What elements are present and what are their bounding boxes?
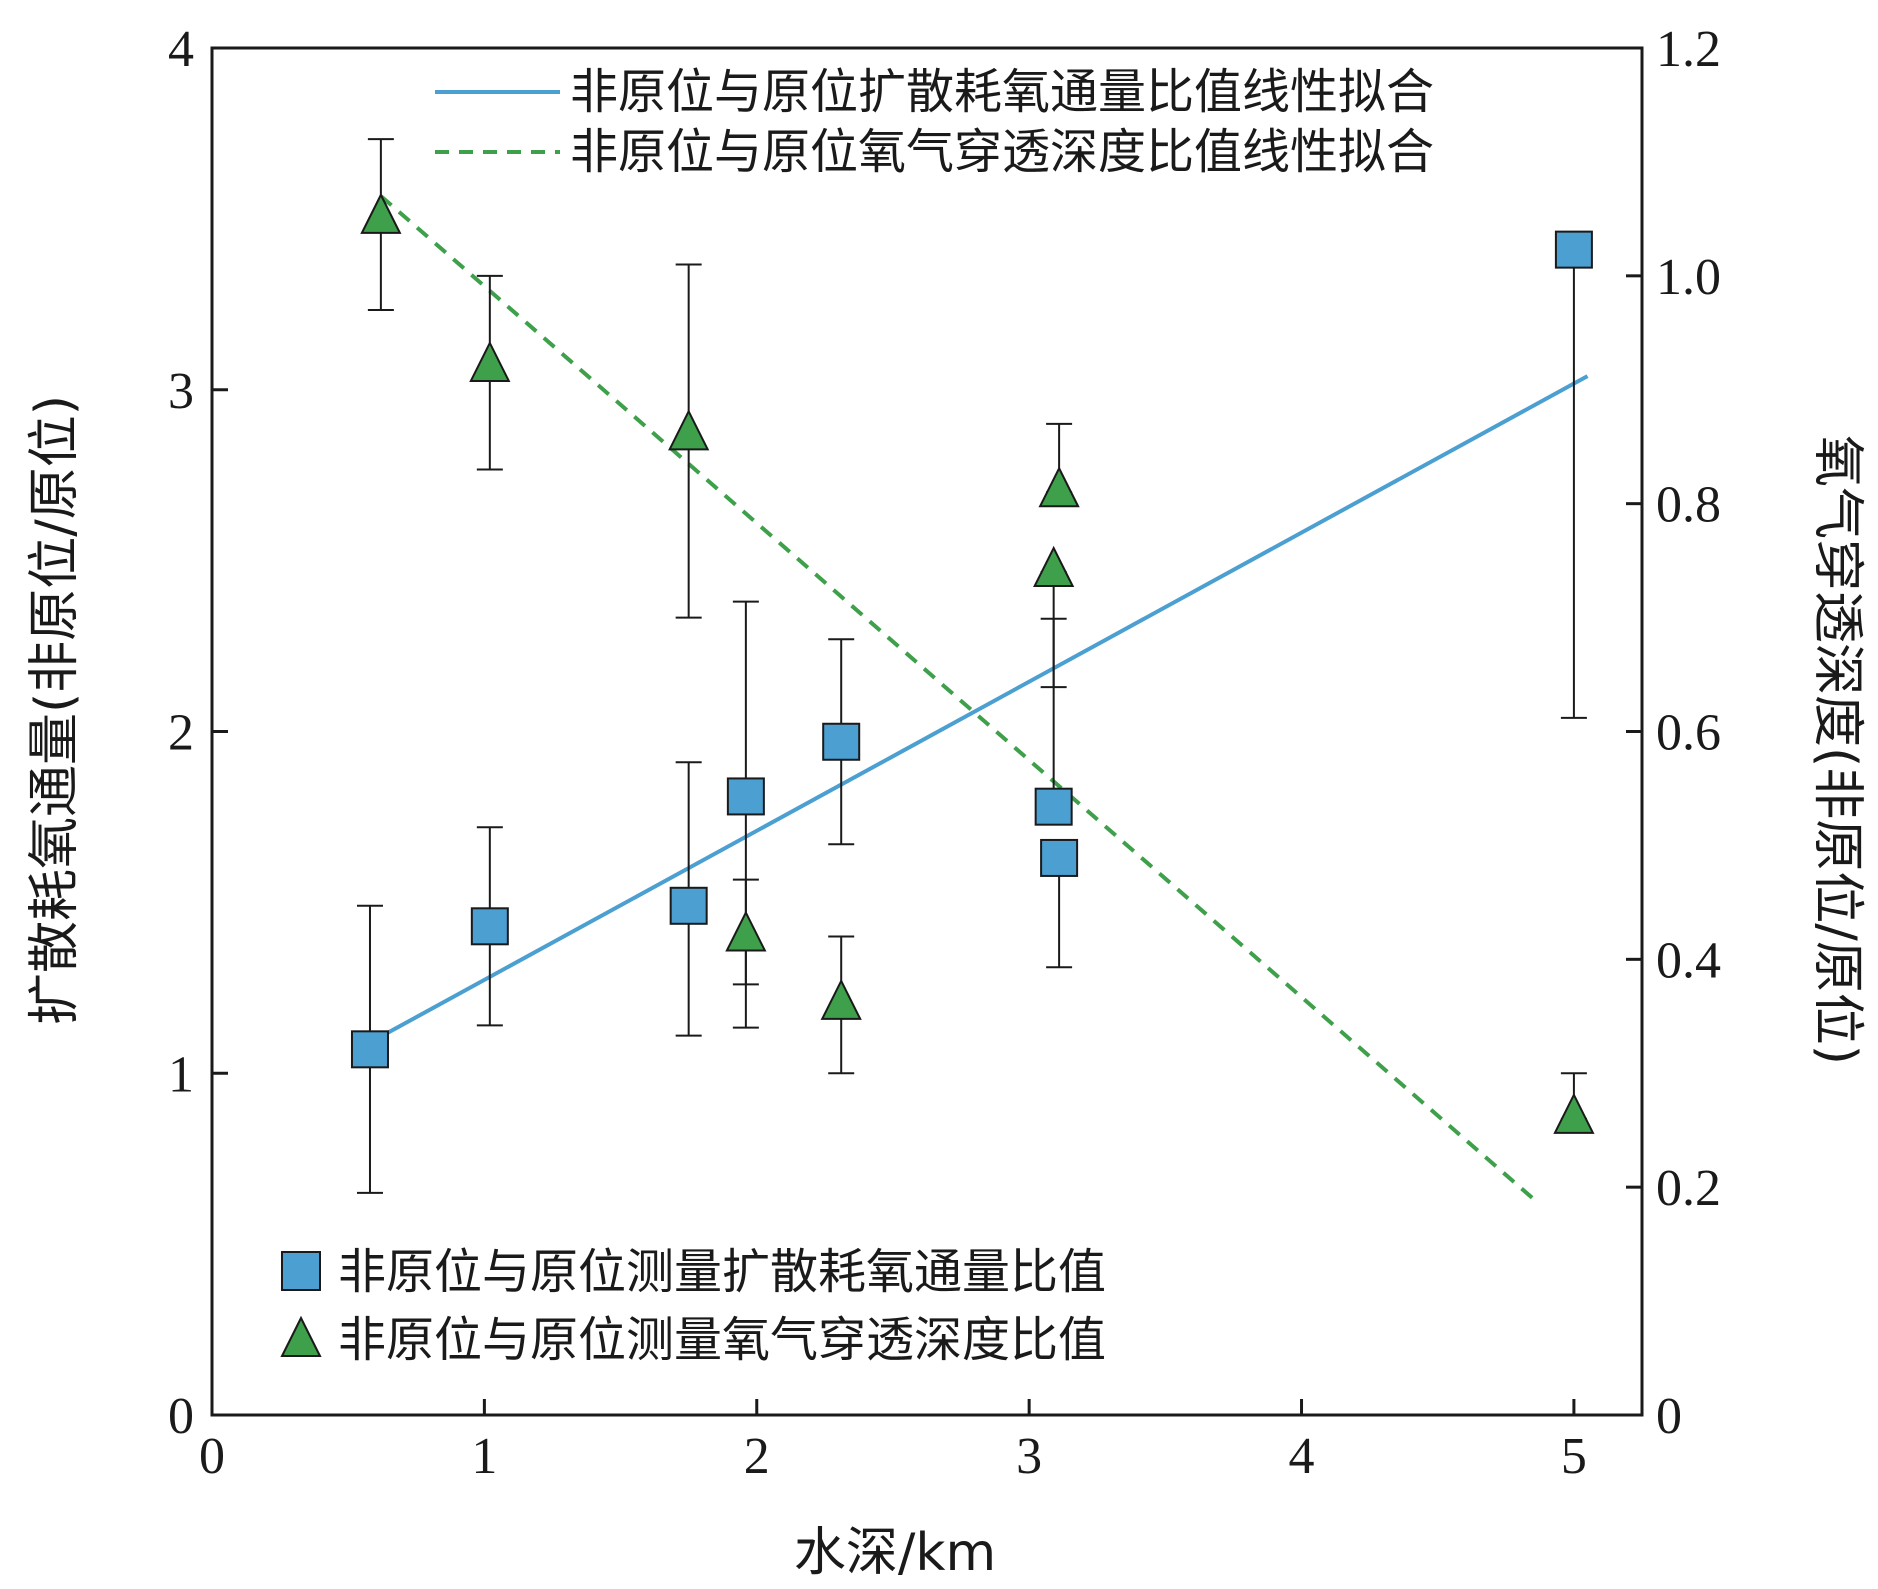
- legend-triangle-marker: [280, 1315, 322, 1357]
- y-axis-right-title: 氧气穿透深度(非原位/原位): [1807, 435, 1867, 1065]
- y-left-tick-label: 1: [168, 1046, 194, 1103]
- y-right-tick-label: 0.8: [1656, 477, 1721, 534]
- fit-lines: [369, 194, 1589, 1201]
- y-right-tick-label: 0.6: [1656, 705, 1721, 762]
- y-axis-right: 0 0.2 0.4 0.6 0.8 1.0 1.2: [1626, 21, 1721, 1445]
- plot-frame: [210, 46, 1644, 1417]
- triangle-marker: [668, 409, 710, 451]
- y-left-tick-label: 4: [168, 21, 194, 78]
- x-tick-label: 4: [1289, 1428, 1315, 1485]
- legend-square-marker: [281, 1251, 321, 1291]
- data-markers: [350, 192, 1595, 1134]
- y-left-tick-label: 3: [168, 363, 194, 420]
- legend-fit-dashed-label: 非原位与原位氧气穿透深度比值线性拟合: [570, 124, 1434, 180]
- triangle-marker: [1033, 545, 1075, 588]
- x-tick-label: 3: [1016, 1428, 1042, 1485]
- plot-border: [210, 46, 1644, 1417]
- y-right-tick-label: 0.2: [1656, 1160, 1721, 1217]
- triangle-marker: [820, 978, 862, 1020]
- triangle-marker: [360, 192, 402, 234]
- x-axis-title: 水深/km: [794, 1523, 996, 1583]
- fit-line-solid: [369, 374, 1589, 1045]
- square-marker: [1040, 838, 1079, 877]
- x-tick-label: 2: [744, 1428, 770, 1485]
- triangle-marker: [1553, 1092, 1595, 1134]
- legend-fit-solid-label: 非原位与原位扩散耗氧通量比值线性拟合: [570, 64, 1434, 120]
- y-left-tick-label: 2: [168, 705, 194, 762]
- square-marker: [1034, 787, 1073, 826]
- square-marker: [726, 777, 765, 816]
- y-right-tick-label: 1.0: [1656, 249, 1721, 306]
- triangle-marker: [725, 910, 767, 952]
- y-axis-left-title: 扩散耗氧通量(非原位/原位): [25, 395, 85, 1025]
- square-marker: [669, 886, 708, 925]
- triangle-marker: [469, 340, 511, 382]
- square-marker: [470, 907, 509, 946]
- square-marker: [822, 722, 861, 761]
- legend-square-label: 非原位与原位测量扩散耗氧通量比值: [338, 1244, 1106, 1300]
- y-axis-left: 0 1 2 3 4: [168, 21, 228, 1445]
- square-marker: [350, 1030, 389, 1069]
- legend-top: 非原位与原位扩散耗氧通量比值线性拟合 非原位与原位氧气穿透深度比值线性拟合: [435, 64, 1434, 180]
- fit-line-dashed: [379, 194, 1535, 1201]
- x-tick-label: 0: [199, 1428, 225, 1485]
- legend-bottom: 非原位与原位测量扩散耗氧通量比值 非原位与原位测量氧气穿透深度比值: [280, 1244, 1106, 1368]
- x-tick-label: 1: [471, 1428, 497, 1485]
- x-tick-label: 5: [1561, 1428, 1587, 1485]
- legend-triangle-label: 非原位与原位测量氧气穿透深度比值: [338, 1312, 1106, 1368]
- error-bars: [356, 138, 1587, 1194]
- x-axis: 0 1 2 3 4 5: [199, 1399, 1587, 1485]
- y-right-tick-label: 1.2: [1656, 21, 1721, 78]
- y-left-tick-label: 0: [168, 1388, 194, 1445]
- square-marker: [1554, 230, 1593, 269]
- triangle-marker: [1038, 466, 1080, 508]
- y-right-tick-label: 0: [1656, 1388, 1682, 1445]
- y-right-tick-label: 0.4: [1656, 932, 1721, 989]
